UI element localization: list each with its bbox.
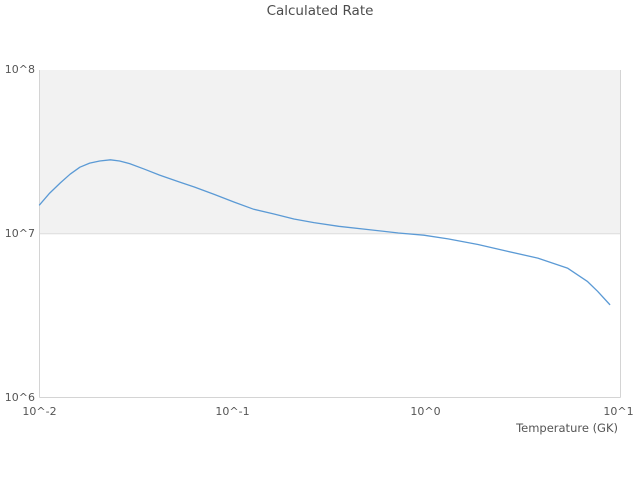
- y-tick-label: 10^8: [4, 63, 35, 76]
- y-tick-label: 10^7: [4, 226, 35, 240]
- calculated-rate-line-series: [38, 159, 611, 306]
- x-tick-label: 10^1: [603, 405, 634, 418]
- chart-title: Calculated Rate: [266, 3, 374, 19]
- x-tick-label: 10^0: [410, 405, 441, 418]
- y-tick-label: 10^6: [4, 390, 35, 404]
- x-tick-label: 10^-1: [215, 405, 250, 418]
- x-tick-label: 10^-2: [22, 405, 57, 418]
- x-axis-title: Temperature (GK): [516, 421, 618, 435]
- shaded-band-1e7-to-1e8: [39, 70, 621, 234]
